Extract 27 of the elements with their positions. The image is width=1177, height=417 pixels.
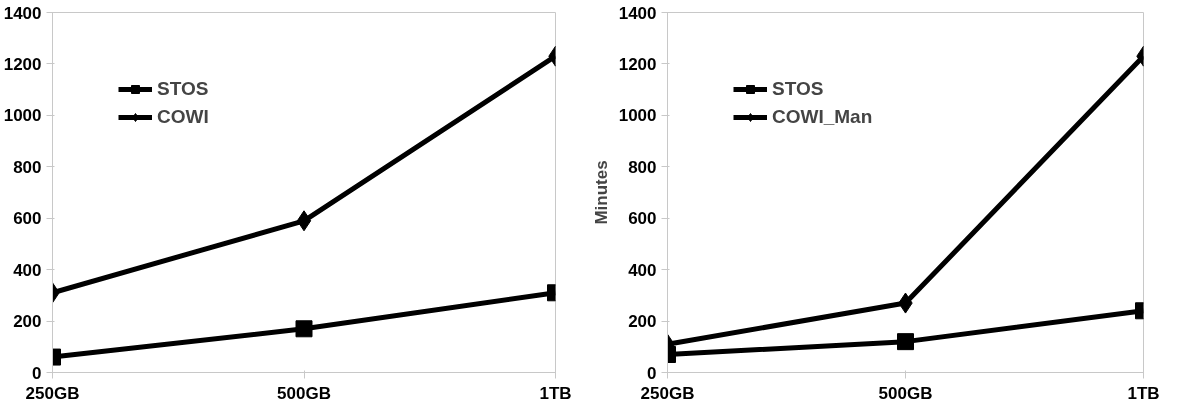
x-tick-label: 250GB <box>25 383 80 403</box>
y-tick-label: 400 <box>13 260 42 280</box>
y-tick-label: 1400 <box>618 3 657 23</box>
y-tick-label: 1000 <box>3 106 42 126</box>
x-tick-label: 1TB <box>539 383 572 403</box>
legend-label: COWI_Man <box>772 106 873 128</box>
y-tick-label: 1400 <box>3 3 42 23</box>
legend-label: COWI <box>157 106 209 128</box>
y-tick-label: 200 <box>628 312 657 332</box>
x-tick-label: 250GB <box>640 383 695 403</box>
y-tick-label: 600 <box>628 209 657 229</box>
y-tick-label: 600 <box>13 209 42 229</box>
x-tick-label: 1TB <box>1127 383 1160 403</box>
y-tick-label: 200 <box>13 312 42 332</box>
x-tick-label: 500GB <box>878 383 933 403</box>
y-tick-label: 1200 <box>3 54 42 74</box>
legend-label: STOS <box>772 78 824 100</box>
y-tick-label: 400 <box>628 260 657 280</box>
legend-label: STOS <box>157 78 209 100</box>
y-tick-label: 1000 <box>618 106 657 126</box>
y-tick-label: 0 <box>32 363 42 383</box>
y-tick-label: 800 <box>13 157 42 177</box>
x-tick-label: 500GB <box>277 383 331 403</box>
y-axis-title: Minutes <box>591 160 611 225</box>
y-tick-label: 800 <box>628 157 657 177</box>
y-tick-label: 1200 <box>618 54 657 74</box>
y-tick-label: 0 <box>647 363 657 383</box>
